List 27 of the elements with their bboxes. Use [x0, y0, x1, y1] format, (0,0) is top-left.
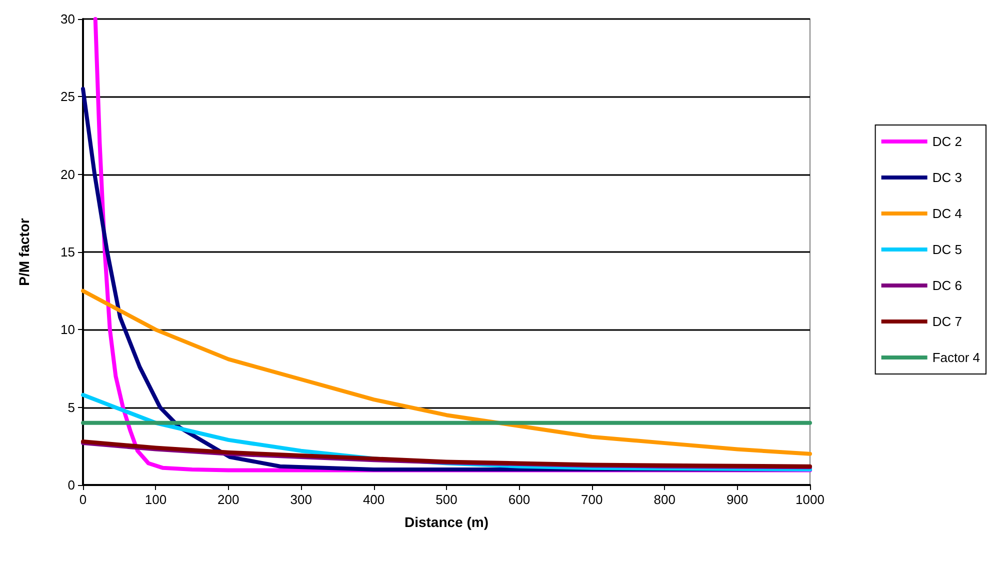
legend-label: DC 5 [932, 242, 962, 257]
x-tick-label: 500 [436, 492, 458, 507]
legend-label: DC 2 [932, 134, 962, 149]
x-tick-label: 1000 [796, 492, 824, 507]
x-tick-label: 800 [654, 492, 676, 507]
legend-label: Factor 4 [932, 350, 980, 365]
x-tick-label: 300 [290, 492, 312, 507]
y-tick-label: 5 [68, 400, 75, 415]
x-tick-label: 900 [726, 492, 748, 507]
x-tick-label: 100 [144, 492, 167, 507]
x-tick-label: 600 [508, 492, 530, 507]
y-tick-label: 10 [60, 322, 75, 338]
y-axis-title: P/M factor [16, 218, 32, 286]
x-tick-label: 200 [218, 492, 240, 507]
y-tick-label: 25 [60, 89, 75, 104]
legend-label: DC 4 [932, 206, 962, 221]
y-tick-label: 0 [68, 478, 75, 492]
x-tick-label: 0 [79, 492, 87, 507]
y-tick-label: 15 [60, 244, 75, 260]
x-tick-label: 400 [362, 492, 385, 507]
y-tick-label: 20 [60, 166, 75, 182]
x-tick-label: 700 [581, 492, 603, 507]
legend-label: DC 7 [932, 314, 962, 329]
legend-label: DC 3 [932, 170, 962, 185]
y-tick-label: 30 [60, 12, 75, 26]
x-axis-title: Distance (m) [404, 514, 489, 530]
legend-label: DC 6 [932, 278, 962, 293]
